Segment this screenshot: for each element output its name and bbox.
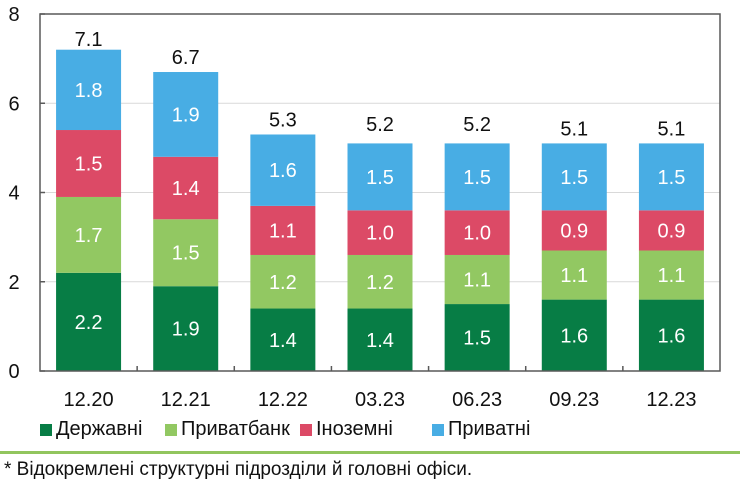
- segment-value-label: 1.0: [463, 223, 491, 245]
- y-tick-label: 8: [8, 4, 19, 26]
- bar-segment: [56, 130, 122, 197]
- segment-value-label: 1.6: [269, 160, 297, 182]
- y-tick-label: 6: [8, 93, 19, 115]
- segment-value-label: 1.4: [269, 330, 297, 352]
- y-tick-label: 4: [8, 183, 19, 205]
- bar-segment: [347, 210, 413, 255]
- segment-value-label: 1.1: [658, 265, 686, 287]
- segment-value-label: 1.5: [463, 167, 491, 189]
- segment-value-label: 1.9: [172, 319, 200, 341]
- x-tick-label: 06.23: [452, 389, 502, 411]
- segment-value-label: 1.1: [269, 220, 297, 242]
- legend-item: Іноземні: [300, 418, 393, 441]
- bar-segment: [250, 134, 316, 206]
- segment-value-label: 1.0: [366, 223, 394, 245]
- segment-value-label: 1.2: [366, 272, 394, 294]
- segment-value-label: 1.4: [172, 178, 200, 200]
- bar-segment: [347, 254, 413, 309]
- bar-segment: [347, 308, 413, 371]
- segment-value-label: 1.2: [269, 272, 297, 294]
- bar-segment: [250, 205, 316, 255]
- bar-segment: [444, 254, 510, 305]
- bar-segment: [56, 272, 122, 371]
- bar-total-label: 7.1: [75, 29, 103, 51]
- legend-label: Іноземні: [316, 418, 393, 440]
- segment-value-label: 1.1: [560, 265, 588, 287]
- legend-item: Державні: [40, 418, 142, 441]
- segment-value-label: 1.5: [366, 167, 394, 189]
- bar-segment: [56, 49, 122, 131]
- bar-segment: [444, 304, 510, 371]
- x-tick-label: 12.20: [64, 389, 114, 411]
- bar-segment: [444, 143, 510, 211]
- x-tick-label: 03.23: [355, 389, 405, 411]
- x-tick-label: 12.22: [258, 389, 308, 411]
- segment-value-label: 1.9: [172, 104, 200, 126]
- bar-segment: [153, 156, 219, 220]
- bar-total-label: 5.3: [269, 109, 297, 131]
- segment-value-label: 1.6: [560, 325, 588, 347]
- legend-swatch-icon: [40, 423, 52, 436]
- bar-segment: [56, 196, 122, 273]
- segment-value-label: 1.1: [463, 270, 491, 292]
- bar-segment: [250, 308, 316, 371]
- bar-segment: [541, 143, 607, 211]
- footnote: * Відокремлені структурні підрозділи й г…: [4, 459, 473, 480]
- segment-value-label: 0.9: [658, 220, 686, 242]
- y-tick-label: 0: [8, 361, 19, 383]
- bar-segment: [541, 299, 607, 371]
- x-tick-label: 12.21: [161, 389, 211, 411]
- legend-item: Приватбанк: [165, 418, 290, 441]
- bar-segment: [541, 250, 607, 300]
- bar-segment: [638, 143, 704, 211]
- legend-label: Приватні: [448, 418, 531, 440]
- segment-value-label: 0.9: [560, 220, 588, 242]
- segment-value-label: 1.5: [658, 167, 686, 189]
- legend-item: Приватні: [432, 418, 530, 441]
- footnote-divider: [0, 451, 740, 454]
- x-tick-label: 09.23: [549, 389, 599, 411]
- bar-total-label: 6.7: [172, 47, 200, 69]
- bar-segment: [153, 286, 219, 371]
- segment-value-label: 1.5: [463, 328, 491, 350]
- segment-value-label: 1.5: [560, 167, 588, 189]
- legend-label: Приватбанк: [181, 418, 290, 440]
- bar-total-label: 5.2: [463, 114, 491, 136]
- bar-segment: [444, 210, 510, 255]
- segment-value-label: 1.7: [75, 225, 103, 247]
- bar-total-label: 5.1: [658, 118, 686, 140]
- segment-value-label: 1.5: [172, 243, 200, 265]
- y-tick-label: 2: [8, 272, 19, 294]
- legend-swatch-icon: [432, 423, 444, 436]
- segment-value-label: 1.4: [366, 330, 394, 352]
- bar-segment: [347, 143, 413, 211]
- bar-segment: [153, 72, 219, 157]
- bar-total-label: 5.2: [366, 114, 394, 136]
- bar-total-label: 5.1: [560, 118, 588, 140]
- bar-segment: [541, 210, 607, 251]
- legend-label: Державні: [56, 418, 143, 440]
- legend-swatch-icon: [165, 423, 177, 436]
- bar-segment: [638, 210, 704, 251]
- segment-value-label: 1.5: [75, 153, 103, 175]
- bar-segment: [250, 254, 316, 309]
- segment-value-label: 1.6: [658, 325, 686, 347]
- legend-swatch-icon: [300, 423, 312, 436]
- segment-value-label: 2.2: [75, 312, 103, 334]
- bar-segment: [153, 219, 219, 287]
- chart-legend: Державні Приватбанк Іноземні Приватні: [0, 418, 740, 446]
- x-tick-label: 12.23: [646, 389, 696, 411]
- bar-segment: [638, 299, 704, 371]
- segment-value-label: 1.8: [75, 80, 103, 102]
- bar-segment: [638, 250, 704, 300]
